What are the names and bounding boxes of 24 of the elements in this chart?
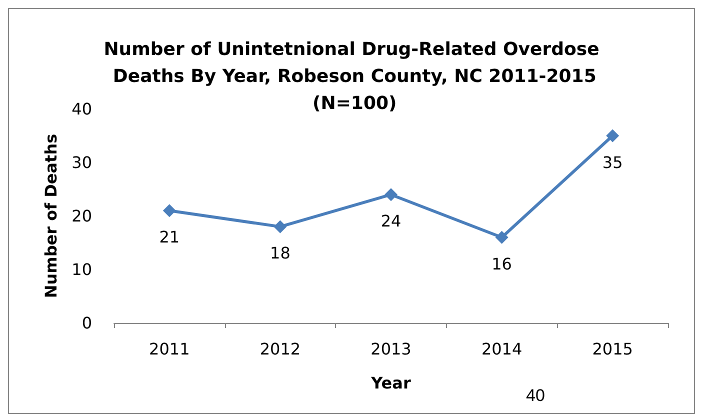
point — [162, 204, 176, 218]
point — [274, 220, 287, 234]
x-tick-label: 2011 — [149, 340, 190, 358]
x-tick-label: 2015 — [592, 340, 633, 358]
y-tick-label: 30 — [72, 153, 92, 172]
x-tick-label: 2013 — [370, 340, 412, 358]
data-label: 35 — [602, 152, 623, 172]
x-axis-title: Year — [370, 374, 411, 392]
point — [606, 129, 620, 142]
data-label: 21 — [159, 228, 180, 247]
point — [495, 230, 508, 244]
y-tick-label: 40 — [72, 100, 92, 118]
x-tick-label: 2014 — [481, 340, 522, 358]
data-label: 24 — [380, 212, 402, 231]
data-label: 16 — [492, 254, 512, 274]
point — [384, 188, 398, 202]
text: 40 — [526, 386, 545, 405]
y-tick-label: 20 — [72, 206, 92, 226]
y-tick-label: 0 — [82, 314, 92, 332]
x-tick-label: 2012 — [260, 340, 301, 358]
data-label: 18 — [270, 244, 290, 263]
chart-title: Number of Unintetnional Drug-Related Overdose Deaths By Year, Robeson County, NC 2011-2015 (N=100) — [104, 39, 600, 114]
y-axis-title: Number of Deaths — [42, 134, 60, 298]
y-tick-label: 10 — [72, 260, 92, 279]
